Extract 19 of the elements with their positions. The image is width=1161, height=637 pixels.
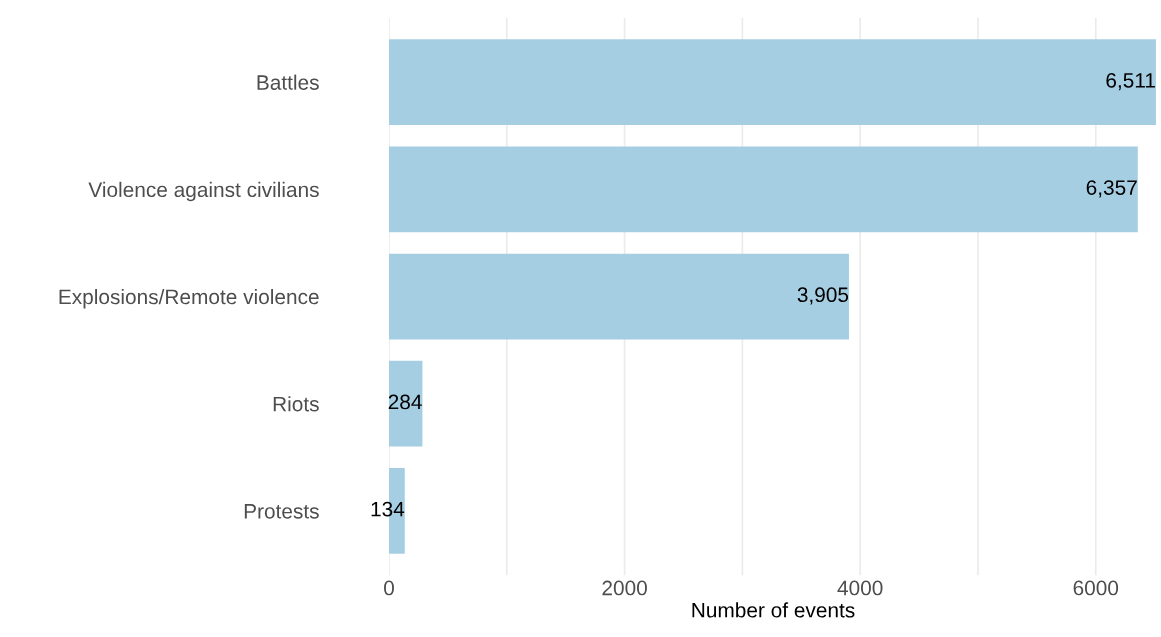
- data-label: 6,357: [1086, 180, 1137, 198]
- data-label: 6,511: [1106, 72, 1155, 91]
- bar: [389, 253, 849, 340]
- data-label: 284: [388, 394, 422, 410]
- data-label: 134: [371, 501, 405, 517]
- data-label: 3,905: [797, 287, 849, 305]
- y-tick-label: Explosions/Remote violence: [59, 288, 319, 309]
- bar: [389, 146, 1138, 233]
- x-tick-label: 2000: [602, 580, 647, 596]
- x-tick-label: 0: [384, 580, 394, 596]
- y-tick-label: Violence against civilians: [88, 181, 319, 202]
- bar: [389, 39, 1156, 126]
- y-tick-label: Protests: [244, 504, 319, 519]
- x-tick-label: 4000: [837, 580, 883, 596]
- y-tick-label: Riots: [273, 396, 319, 412]
- bar: [389, 360, 423, 447]
- x-tick-label: 6000: [1073, 580, 1119, 596]
- x-axis-title: Number of events: [692, 602, 855, 618]
- y-tick-label: Battles: [257, 74, 319, 90]
